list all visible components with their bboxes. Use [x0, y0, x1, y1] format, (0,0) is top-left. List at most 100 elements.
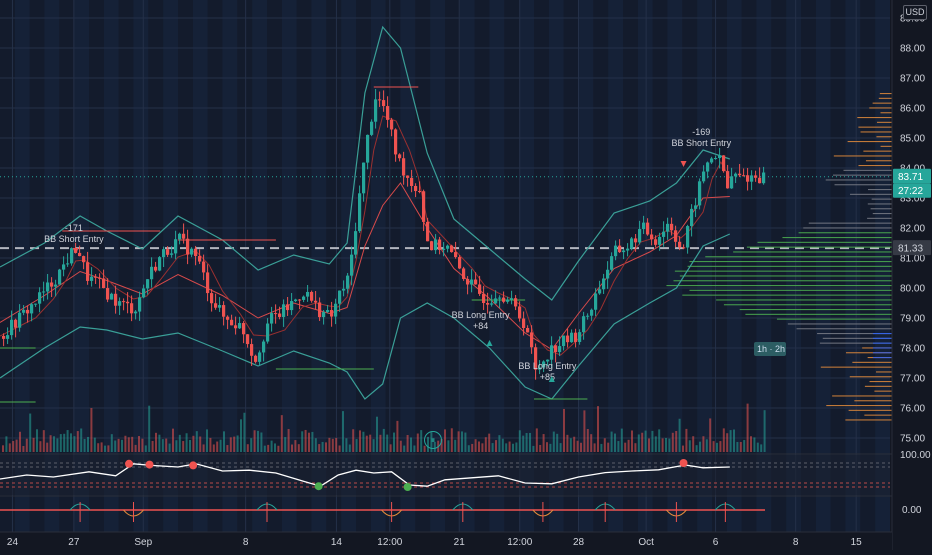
volume-bar [46, 442, 49, 452]
candle-body [458, 257, 462, 269]
volume-bar [270, 440, 273, 452]
profile-row [857, 117, 893, 119]
profile-row-blue [873, 337, 893, 339]
volume-profile [666, 93, 893, 421]
profile-row-blue [873, 333, 893, 335]
profile-row [817, 333, 893, 335]
trade-annotation-label: BB Long Entry [452, 310, 511, 320]
currency-label[interactable]: USD [903, 5, 927, 20]
candle-body [634, 238, 638, 243]
candle-body [702, 171, 706, 182]
chart-mode-icon[interactable]: ⏸ [424, 431, 442, 449]
volume-bar [131, 436, 134, 452]
candle-body [562, 335, 566, 347]
candle-body [190, 248, 194, 255]
candle-body [650, 234, 654, 240]
volume-bar [505, 443, 508, 452]
candle-body [450, 245, 454, 253]
volume-bar [362, 431, 365, 452]
volume-bar [583, 410, 586, 452]
candle-body [470, 279, 474, 285]
time-tick-label: 12:00 [507, 537, 532, 548]
volume-bar [559, 443, 562, 452]
candle-body [646, 222, 650, 235]
time-tick-label: 28 [573, 537, 585, 548]
candle-body [742, 175, 746, 177]
candle-body [130, 303, 134, 314]
candle-body [106, 288, 110, 300]
volume-bar [229, 437, 232, 452]
volume-bar [348, 444, 351, 452]
volume-bar [590, 434, 593, 452]
volume-bar [25, 438, 28, 452]
volume-bar [750, 436, 752, 452]
candle-body [338, 290, 342, 304]
candle-body [30, 304, 34, 314]
volume-bar [5, 436, 8, 452]
volume-bar [97, 443, 100, 452]
candle-body [134, 311, 138, 314]
volume-bar [63, 433, 66, 452]
volume-bar [614, 433, 616, 452]
candle-body [418, 191, 422, 193]
candle-body [102, 278, 106, 289]
profile-row [869, 107, 893, 109]
candle-body [574, 332, 578, 342]
volume-bar [308, 432, 310, 452]
profile-row [798, 232, 893, 234]
volume-bar [416, 433, 419, 452]
price-tick-label: 81.00 [900, 254, 925, 265]
profile-row [870, 208, 893, 210]
time-tick-label: 27 [68, 537, 80, 548]
volume-bar [566, 434, 569, 452]
volume-bar [73, 436, 76, 452]
price-tick-label: 87.00 [900, 74, 925, 85]
volume-bar [66, 430, 69, 452]
profile-row-blue [873, 342, 893, 344]
profile-row [822, 337, 893, 339]
volume-bar [236, 435, 239, 452]
entry-arrow [72, 248, 79, 254]
candle-body [70, 248, 74, 264]
candle-body [286, 304, 290, 311]
candle-body [746, 175, 750, 182]
bb-upper-band [0, 25, 730, 301]
volume-bar [607, 442, 610, 452]
candle-body [166, 249, 170, 255]
volume-bars [2, 403, 766, 452]
candle-body [654, 239, 658, 245]
volume-bar [675, 431, 678, 452]
profile-row [739, 309, 893, 311]
profile-row [716, 299, 893, 301]
volume-bar [641, 432, 644, 452]
volume-bar [175, 440, 178, 452]
candle-body [302, 296, 306, 300]
candle-body [154, 266, 158, 271]
dashed-level-badge [893, 240, 931, 256]
candle-body [278, 313, 282, 317]
profile-row [689, 261, 893, 263]
volume-bar [580, 442, 582, 452]
candle-body [138, 297, 142, 312]
volume-bar [8, 443, 11, 452]
candle-body [342, 288, 346, 291]
volume-bar [216, 441, 219, 452]
candle-body [642, 222, 646, 230]
candle-body [238, 323, 242, 329]
volume-bar [260, 432, 263, 452]
rsi-overbought-dot [125, 459, 134, 468]
candle-body [510, 298, 514, 300]
volume-bar [410, 437, 412, 452]
volume-bar [529, 432, 531, 452]
volume-bar [345, 438, 348, 452]
candle-body [694, 205, 698, 209]
volume-bar [682, 445, 684, 452]
volume-bar [53, 436, 55, 452]
profile-row [682, 294, 893, 296]
volume-bar [117, 438, 120, 452]
time-tick-label: 24 [7, 537, 19, 548]
volume-bar [491, 443, 494, 452]
candle-body [282, 304, 286, 317]
time-axis [0, 532, 892, 550]
